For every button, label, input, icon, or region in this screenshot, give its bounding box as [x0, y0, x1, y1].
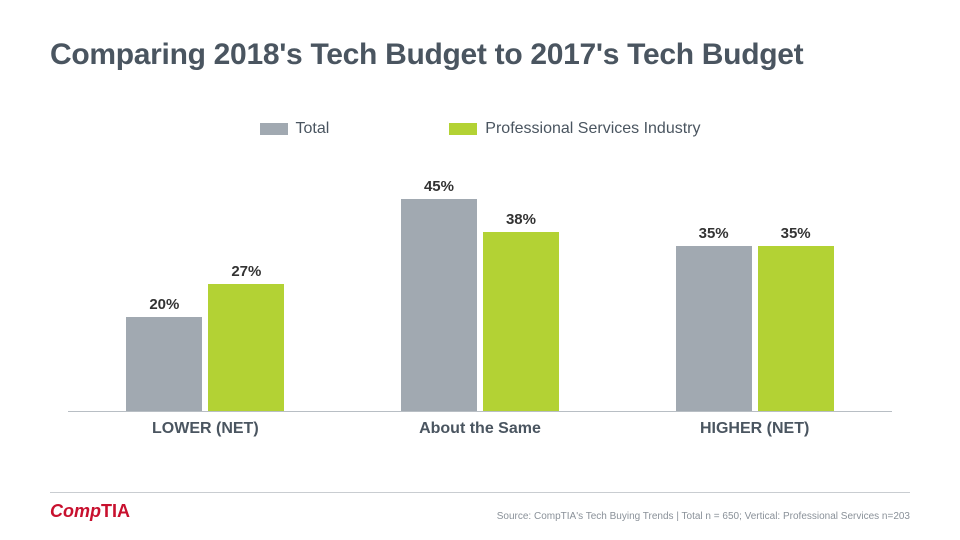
source-text: Source: CompTIA's Tech Buying Trends | T…	[497, 511, 910, 522]
bar-rect	[208, 284, 284, 411]
bar-total: 35%	[676, 225, 752, 411]
legend-label: Total	[296, 120, 330, 138]
bar-value-label: 35%	[781, 225, 811, 242]
chart-legend: Total Professional Services Industry	[50, 120, 910, 138]
bar-prof-services: 38%	[483, 211, 559, 411]
legend-label: Professional Services Industry	[485, 120, 700, 138]
legend-item-total: Total	[260, 120, 330, 138]
legend-swatch	[449, 123, 477, 135]
x-axis: LOWER (NET) About the Same HIGHER (NET)	[68, 420, 892, 438]
bar-group: 35% 35%	[676, 225, 834, 411]
x-axis-label: HIGHER (NET)	[670, 420, 840, 438]
x-axis-label: LOWER (NET)	[120, 420, 290, 438]
footer-row: CompTIA Source: CompTIA's Tech Buying Tr…	[50, 501, 910, 522]
bar-value-label: 38%	[506, 211, 536, 228]
bar-value-label: 27%	[231, 263, 261, 280]
legend-swatch	[260, 123, 288, 135]
comptia-logo: CompTIA	[50, 501, 130, 522]
x-axis-label: About the Same	[395, 420, 565, 438]
bar-groups: 20% 27% 45% 38%	[68, 151, 892, 411]
footer: CompTIA Source: CompTIA's Tech Buying Tr…	[50, 492, 910, 522]
bar-value-label: 35%	[699, 225, 729, 242]
footer-rule	[50, 492, 910, 493]
bar-rect	[758, 246, 834, 411]
bar-prof-services: 27%	[208, 263, 284, 411]
bar-rect	[483, 232, 559, 411]
bar-value-label: 45%	[424, 178, 454, 195]
slide: Comparing 2018's Tech Budget to 2017's T…	[0, 0, 960, 540]
bar-chart: 20% 27% 45% 38%	[68, 152, 892, 412]
baseline	[68, 411, 892, 412]
page-title: Comparing 2018's Tech Budget to 2017's T…	[50, 38, 910, 72]
bar-rect	[676, 246, 752, 411]
bar-value-label: 20%	[149, 296, 179, 313]
bar-total: 45%	[401, 178, 477, 411]
bar-prof-services: 35%	[758, 225, 834, 411]
bar-rect	[126, 317, 202, 411]
bar-total: 20%	[126, 296, 202, 411]
bar-group: 45% 38%	[401, 178, 559, 411]
legend-item-prof-services: Professional Services Industry	[449, 120, 700, 138]
bar-rect	[401, 199, 477, 411]
logo-part-2: TIA	[101, 501, 130, 521]
bar-group: 20% 27%	[126, 263, 284, 411]
logo-part-1: Comp	[50, 501, 101, 521]
